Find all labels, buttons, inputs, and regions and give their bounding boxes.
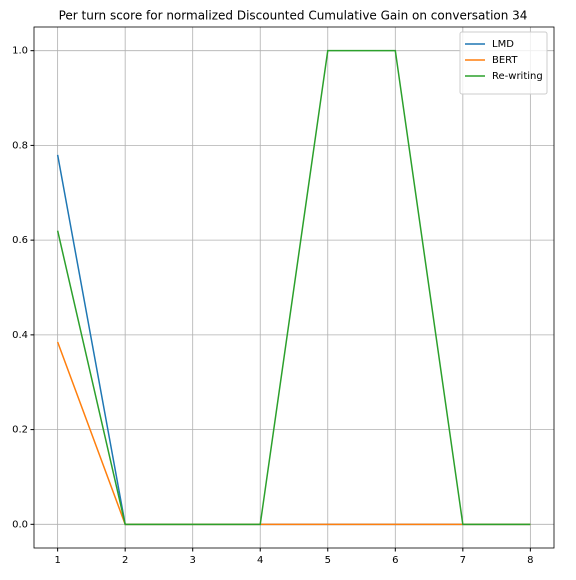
- x-tick-label: 7: [460, 555, 466, 566]
- y-tick-label: 0.6: [12, 235, 28, 246]
- x-tick-label: 3: [190, 555, 196, 566]
- y-tick-label: 1.0: [12, 46, 28, 57]
- x-tick-label: 6: [392, 555, 398, 566]
- legend-frame: [459, 31, 548, 95]
- line-series: [56, 49, 531, 526]
- x-tick-label: 2: [122, 555, 128, 566]
- x-tick-label: 4: [257, 555, 263, 566]
- axes-frame: [33, 26, 555, 549]
- y-tick-label: 0.2: [12, 425, 28, 436]
- x-tick-label: 8: [527, 555, 533, 566]
- line-series: [56, 154, 531, 526]
- chart-title: Per turn score for normalized Discounted…: [59, 9, 528, 23]
- legend-label: LMD: [492, 39, 514, 50]
- y-tick-label: 0.0: [12, 519, 28, 530]
- legend: LMD BERT Re-writing: [459, 31, 548, 95]
- y-tick-label: 0.8: [12, 140, 28, 151]
- legend-label: BERT: [492, 55, 518, 66]
- y-tick-label: 0.4: [12, 330, 28, 341]
- x-tick-label: 1: [54, 555, 60, 566]
- legend-label: Re-writing: [492, 71, 543, 82]
- x-tick-label: 5: [325, 555, 331, 566]
